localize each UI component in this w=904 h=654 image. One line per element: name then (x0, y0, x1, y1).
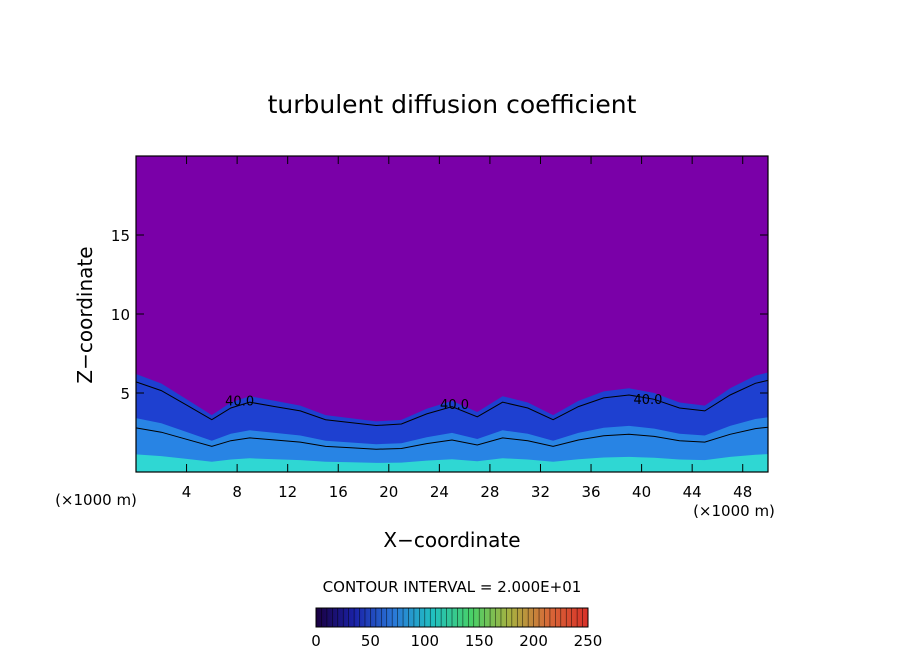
x-tick-label: 32 (531, 483, 550, 501)
x-tick-label: 12 (278, 483, 297, 501)
contour-line-inner (135, 426, 769, 450)
contour-label: 40.0 (633, 393, 662, 408)
y-tick-label: 5 (120, 385, 130, 403)
y-axis: 5 10 15 (111, 227, 768, 403)
x-tick-label: 44 (683, 483, 702, 501)
contour-line-outer (135, 379, 769, 427)
x-unit-label-right: (×1000 m) (693, 502, 775, 520)
colorbar-tick-labels: 0 50 100 150 200 250 (311, 632, 602, 650)
x-axis: 4 8 12 16 20 24 28 32 36 40 44 48 (182, 156, 752, 501)
contour-labels: 40.0 40.0 40.0 (225, 393, 662, 413)
plot-area: 40.0 40.0 40.0 (135, 155, 769, 473)
colorbar (315, 607, 589, 628)
x-tick-label: 36 (581, 483, 600, 501)
colorbar-tick-label: 50 (361, 632, 380, 650)
x-unit-label-left: (×1000 m) (55, 491, 137, 509)
x-tick-label: 40 (632, 483, 651, 501)
contour-label: 40.0 (225, 395, 254, 410)
x-tick-label: 48 (733, 483, 752, 501)
x-axis-label: X−coordinate (383, 528, 520, 552)
chart-title: turbulent diffusion coefficient (268, 90, 637, 119)
y-tick-label: 15 (111, 227, 130, 245)
colorbar-title: CONTOUR INTERVAL = 2.000E+01 (323, 578, 582, 596)
x-tick-label: 28 (480, 483, 499, 501)
x-tick-label: 8 (232, 483, 242, 501)
y-axis-label: Z−coordinate (73, 246, 97, 383)
turbulent-layer-bottom (136, 454, 768, 472)
colorbar-tick-label: 150 (465, 632, 494, 650)
colorbar-tick-label: 200 (519, 632, 548, 650)
colorbar-tick-label: 100 (410, 632, 439, 650)
x-tick-label: 24 (430, 483, 449, 501)
y-tick-label: 10 (111, 306, 130, 324)
x-tick-label: 16 (329, 483, 348, 501)
colorbar-tick-label: 250 (574, 632, 603, 650)
x-tick-label: 4 (182, 483, 192, 501)
colorbar-tick-label: 0 (311, 632, 321, 650)
x-tick-label: 20 (379, 483, 398, 501)
contour-label: 40.0 (440, 398, 469, 413)
